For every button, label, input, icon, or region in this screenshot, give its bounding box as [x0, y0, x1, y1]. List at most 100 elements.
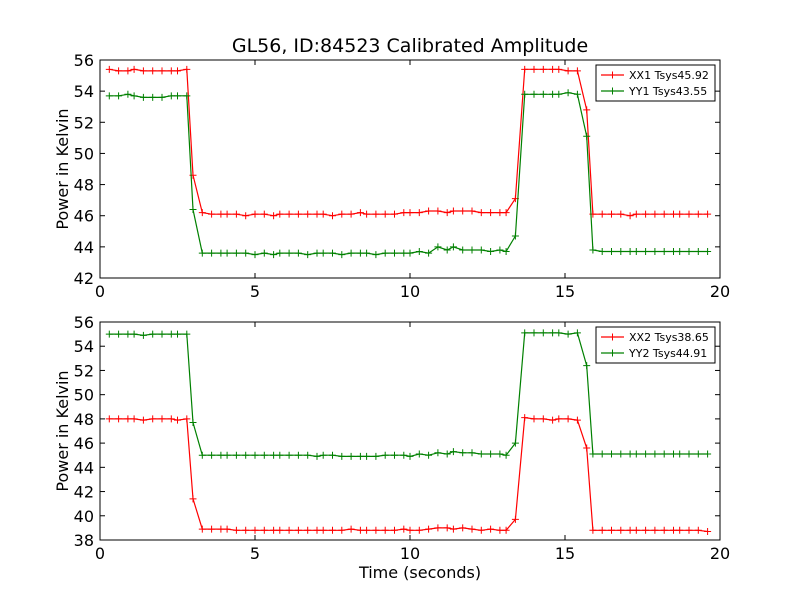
data-point [217, 210, 225, 218]
legend: XX1 Tsys45.92 YY1 Tsys43.55 [595, 64, 716, 102]
data-point [198, 249, 206, 257]
data-point [381, 526, 389, 534]
data-point [496, 526, 504, 534]
data-point [174, 416, 181, 424]
data-point [276, 249, 284, 257]
data-point [626, 212, 634, 220]
x-tick-label: 0 [95, 282, 105, 301]
data-point [502, 526, 510, 534]
data-point [626, 526, 634, 534]
y-axis-label: Power in Kelvin [53, 370, 72, 491]
data-point [521, 329, 529, 337]
series-1 [105, 414, 712, 536]
data-point [130, 92, 138, 100]
data-point [139, 93, 147, 101]
data-point [158, 415, 166, 423]
data-point [313, 526, 321, 534]
data-point [685, 526, 693, 534]
data-point [632, 450, 640, 458]
data-point [487, 450, 495, 458]
data-point [521, 414, 529, 422]
data-point [555, 65, 563, 73]
y-tick-label: 56 [74, 313, 94, 332]
data-point [573, 329, 581, 337]
x-tick-label: 0 [95, 544, 105, 563]
data-point [347, 210, 355, 218]
data-point [694, 210, 702, 218]
data-point [608, 526, 615, 534]
data-point [598, 526, 606, 534]
data-point [487, 209, 495, 217]
data-point [149, 67, 157, 75]
data-point [294, 249, 302, 257]
data-point [608, 450, 615, 458]
data-point [363, 249, 371, 257]
data-point [555, 329, 563, 337]
data-point [347, 249, 355, 257]
data-point [217, 249, 225, 257]
legend-box [595, 64, 716, 102]
data-point [617, 450, 625, 458]
series-line [109, 417, 708, 533]
data-point [573, 90, 581, 98]
data-point [313, 452, 321, 460]
legend-entry: XX1 Tsys45.92 [629, 69, 709, 82]
data-point [415, 248, 423, 256]
data-point [651, 210, 659, 218]
data-point [208, 249, 216, 257]
data-point [381, 210, 389, 218]
x-tick-label: 20 [710, 544, 730, 563]
data-point [502, 209, 510, 217]
data-point [149, 330, 157, 338]
data-point [356, 249, 364, 257]
legend-entry: XX2 Tsys38.65 [629, 331, 709, 344]
data-point [632, 526, 640, 534]
data-point [294, 526, 302, 534]
data-point [694, 526, 702, 534]
data-point [400, 525, 408, 533]
data-point [391, 451, 398, 459]
y-tick-label: 40 [74, 507, 94, 526]
data-point [183, 65, 191, 73]
data-point [651, 450, 659, 458]
y-tick-label: 46 [74, 434, 94, 453]
data-point [676, 526, 684, 534]
data-point [651, 526, 659, 534]
data-point [642, 526, 650, 534]
data-point [223, 210, 231, 218]
data-point [356, 526, 364, 534]
data-point [363, 210, 371, 218]
data-point [539, 329, 547, 337]
series-1 [105, 65, 712, 220]
data-point [459, 246, 467, 254]
data-point [468, 207, 476, 215]
data-point [670, 248, 677, 256]
data-point [139, 67, 147, 75]
data-point [415, 209, 423, 217]
data-point [189, 419, 197, 427]
data-point [642, 248, 650, 256]
y-tick-label: 42 [74, 269, 94, 288]
data-point [223, 525, 231, 533]
y-tick-label: 38 [74, 531, 94, 550]
data-point [468, 449, 476, 457]
data-point [449, 448, 457, 456]
data-point [583, 106, 591, 114]
data-point [676, 248, 684, 256]
data-point [294, 451, 302, 459]
data-point [583, 132, 591, 140]
data-point [270, 526, 278, 534]
data-point [564, 67, 572, 75]
data-point [391, 526, 398, 534]
data-point [347, 452, 355, 460]
data-point [276, 451, 284, 459]
y-tick-label: 50 [74, 386, 94, 405]
data-point [242, 249, 250, 257]
data-point [167, 330, 175, 338]
data-point [694, 450, 702, 458]
data-point [685, 450, 693, 458]
data-point [319, 451, 327, 459]
data-point [105, 415, 113, 423]
data-point [124, 330, 132, 338]
data-point [530, 90, 538, 98]
